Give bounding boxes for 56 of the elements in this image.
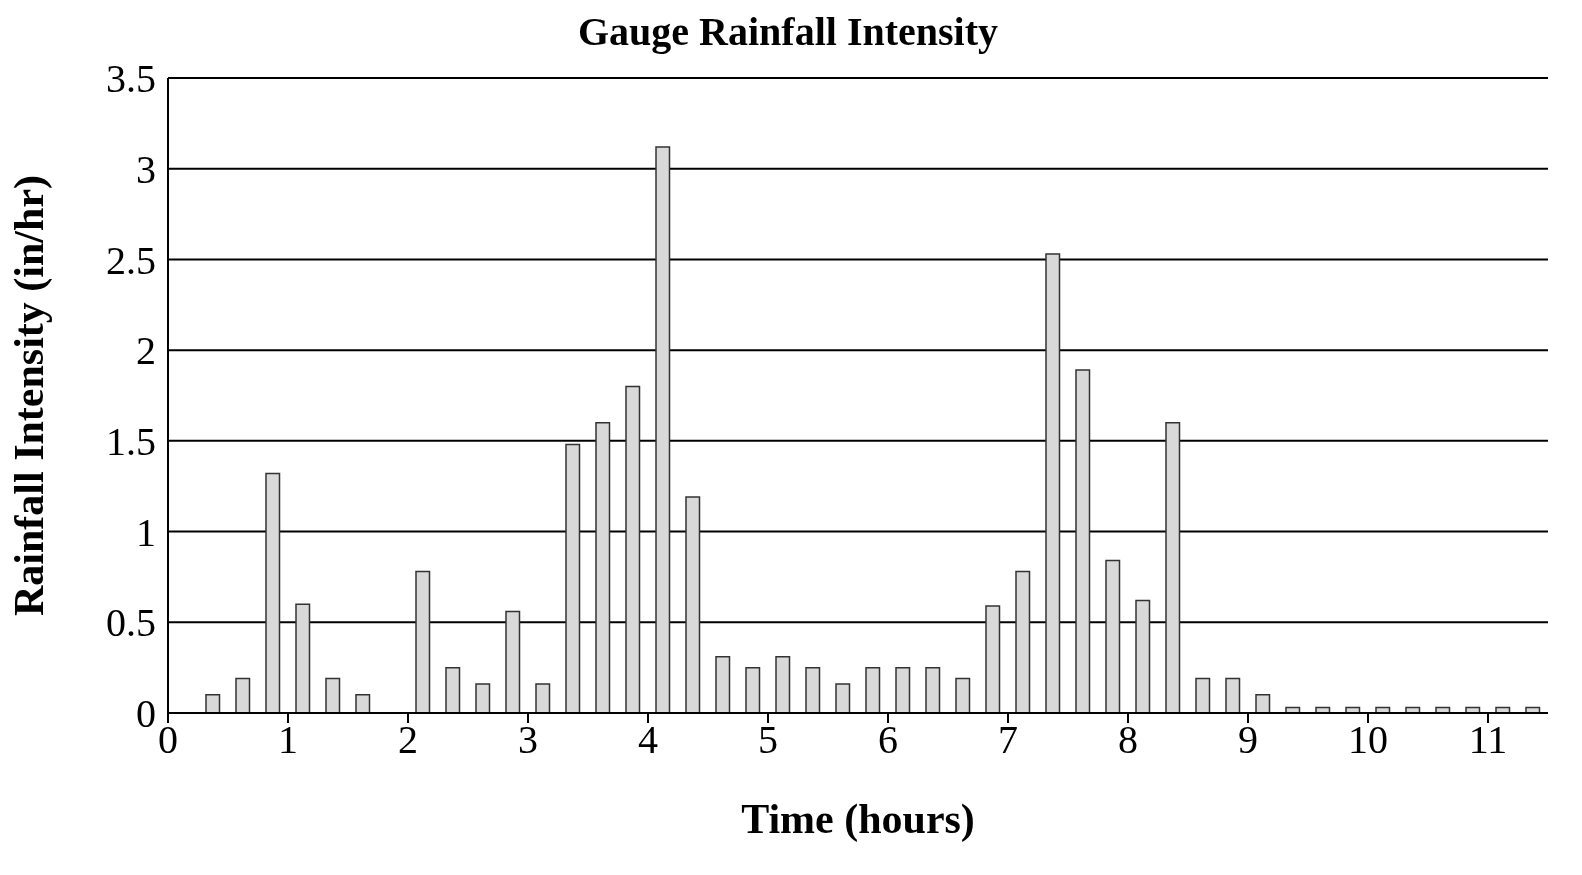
- bar: [1105, 559, 1121, 713]
- x-tick-label: 6: [878, 717, 898, 763]
- x-tick-label: 10: [1348, 717, 1388, 763]
- bar: [595, 421, 611, 713]
- x-tick-label: 5: [758, 717, 778, 763]
- bar: [865, 666, 881, 713]
- bar: [475, 683, 491, 713]
- bar: [1015, 570, 1031, 713]
- bar: [625, 385, 641, 713]
- bar: [205, 694, 221, 713]
- bar: [1165, 421, 1181, 713]
- x-tick-label: 9: [1238, 717, 1258, 763]
- x-tick-label: 2: [398, 717, 418, 763]
- y-tick-label: 3.5: [106, 56, 156, 102]
- bar: [295, 603, 311, 713]
- chart-title: Gauge Rainfall Intensity: [576, 8, 999, 55]
- x-tick-label: 7: [998, 717, 1018, 763]
- bar: [445, 666, 461, 713]
- x-tick-label: 4: [638, 717, 658, 763]
- y-tick-label: 2.5: [106, 237, 156, 283]
- bar: [895, 666, 911, 713]
- y-tick-label: 1.5: [106, 419, 156, 465]
- bar: [835, 683, 851, 713]
- bar: [1045, 253, 1061, 713]
- bar: [415, 570, 431, 713]
- x-tick-label: 11: [1468, 717, 1508, 763]
- bar: [1075, 369, 1091, 713]
- bar: [1195, 677, 1211, 713]
- bar: [535, 683, 551, 713]
- x-tick-label: 1: [278, 717, 298, 763]
- bar: [505, 610, 521, 713]
- bar: [745, 666, 761, 713]
- bar: [1225, 677, 1241, 713]
- bar: [655, 146, 671, 713]
- y-tick-label: 0.5: [106, 600, 156, 646]
- bar: [925, 666, 941, 713]
- bar: [235, 677, 251, 713]
- x-tick-label: 8: [1118, 717, 1138, 763]
- bar: [1135, 599, 1151, 713]
- y-tick-label: 3: [136, 146, 156, 192]
- bar: [1255, 694, 1271, 713]
- y-axis-title: Rainfall Intensity (in/hr): [5, 174, 53, 617]
- bar: [955, 677, 971, 713]
- bar: [805, 666, 821, 713]
- bar: [325, 677, 341, 713]
- x-tick-label: 3: [518, 717, 538, 763]
- bar: [775, 656, 791, 713]
- bar: [715, 656, 731, 713]
- bar: [265, 472, 281, 713]
- bar: [985, 605, 1001, 713]
- bar: [685, 496, 701, 713]
- y-tick-label: 1: [136, 509, 156, 555]
- y-tick-label: 2: [136, 328, 156, 374]
- x-axis-title: Time (hours): [741, 796, 975, 843]
- bar: [565, 443, 581, 713]
- bar: [355, 694, 371, 713]
